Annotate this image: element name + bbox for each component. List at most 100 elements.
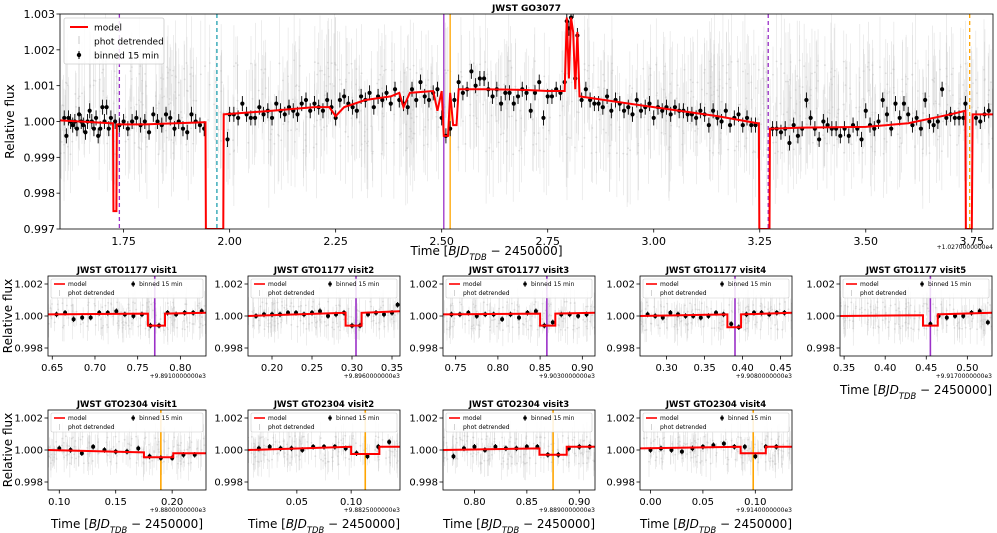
plot-area [248,276,400,356]
binned-point [647,96,652,112]
binned-point [469,63,474,79]
binned-point [795,128,801,144]
binned-point [473,78,478,94]
x-tick-label: 0.35 [833,363,855,374]
x-offset-text: +9.8910000000e3 [150,373,207,380]
binned-point [867,117,873,133]
x-tick-label: 0.30 [341,363,363,374]
x-tick-label: 0.80 [463,497,485,508]
phot-detrended-points [60,14,993,209]
y-tick-label: 0.998 [24,187,56,200]
x-tick-label: 0.50 [956,363,978,374]
x-tick-label: 0.05 [286,497,308,508]
binned-point [723,103,728,119]
binned-point [81,117,86,133]
x-offset-text: +9.8800000000e3 [150,507,207,514]
binned-point [961,110,966,126]
binned-point [269,110,275,126]
y-tick-label: 1.002 [806,280,835,291]
model-line [60,17,993,229]
x-offset-text: +1.0270000000e4 [937,244,994,251]
binned-point [901,96,907,112]
binned-point [189,106,194,122]
binned-point [387,439,392,445]
binned-point [375,88,381,104]
x-axis-label: Time [BJDTDB − 2450000] [639,517,792,533]
binned-point [978,113,983,130]
x-tick-label: 0.05 [692,497,714,508]
binned-point [872,121,877,137]
binned-point [532,85,538,101]
y-tick-label: 1.002 [606,414,635,425]
legend-label: model [94,24,122,34]
panel-gto1177-3: 0.75 0.80 0.85 0.90 0.998 1.000 1.002 +9.903000… [409,266,596,380]
x-tick-label: 0.45 [769,363,791,374]
x-offset-text: +9.8825000000e3 [344,507,401,514]
legend: model phot detrended binned 15 min [50,278,204,299]
plot-area [248,410,400,490]
legend-label: binned 15 min [728,281,772,288]
legend-label: binned 15 min [928,281,972,288]
x-tick-label: 0.35 [381,363,403,374]
binned-point [83,124,88,140]
binned-point [134,110,139,126]
binned-point [833,121,839,137]
model-line [48,311,206,327]
binned-point [698,103,703,119]
binned-point [76,106,82,122]
legend: model phot detrended binned 15 min [445,412,593,433]
binned-point [893,96,898,112]
phot-detrended-points [443,285,595,347]
binned-point [825,117,830,133]
y-tick-label: 1.002 [214,414,243,425]
binned-point [244,106,249,122]
binned-point [88,314,93,321]
binned-point [64,128,69,144]
binned-point [142,113,147,130]
chart-title: JWST GTO2304 visit4 [665,400,766,410]
x-offset-text: +9.8890000000e3 [539,507,596,514]
x-tick-label: 2.00 [217,235,242,248]
binned-point [274,96,279,112]
binned-point [308,103,313,119]
legend: model phot detrended binned 15 min [50,412,204,433]
y-tick-label: 0.998 [606,344,635,355]
x-tick-label: 2.75 [535,235,560,248]
legend-label: model [463,281,482,288]
binned-point [451,453,456,460]
legend-label: binned 15 min [336,281,380,288]
binned-point [729,321,734,327]
binned-point [986,103,991,119]
binned-point [742,444,747,450]
binned-point [333,110,338,126]
panel-gto2304-4: 0.00 0.05 0.10 0.998 1.000 1.002 +9.9140000000… [606,400,793,533]
x-tick-label: 3.75 [960,235,985,248]
x-tick-label: 0.20 [161,497,183,508]
model-line [248,310,400,327]
binned-point [600,99,605,115]
binned-point [91,121,97,137]
x-tick-label: 0.80 [487,363,509,374]
legend-label: model [268,415,287,422]
binned-point [452,92,457,108]
x-tick-label: 0.25 [301,363,323,374]
binned-point [515,88,521,104]
y-tick-label: 0.998 [606,478,635,489]
binned-point [350,99,355,115]
binned-point [477,70,482,87]
binned-point [261,106,266,122]
binned-point [163,106,169,122]
panel-gto1177-1: 0.65 0.70 0.75 0.80 0.998 1.000 1.002 +9.891000… [1,266,207,380]
binned-point [859,131,864,147]
binned-point [727,117,733,133]
chart-title: JWST GTO2304 visit1 [76,400,177,410]
x-tick-label: 0.10 [744,497,766,508]
plot-area [48,276,206,356]
y-tick-label: 1.000 [409,312,438,323]
binned-point [62,110,67,126]
x-tick-label: 0.70 [84,363,106,374]
binned-point [554,81,559,97]
x-offset-text: +9.9080000000e3 [736,373,793,380]
chart-title: JWST GTO1177 visit2 [273,266,374,276]
binned-point [630,106,635,122]
